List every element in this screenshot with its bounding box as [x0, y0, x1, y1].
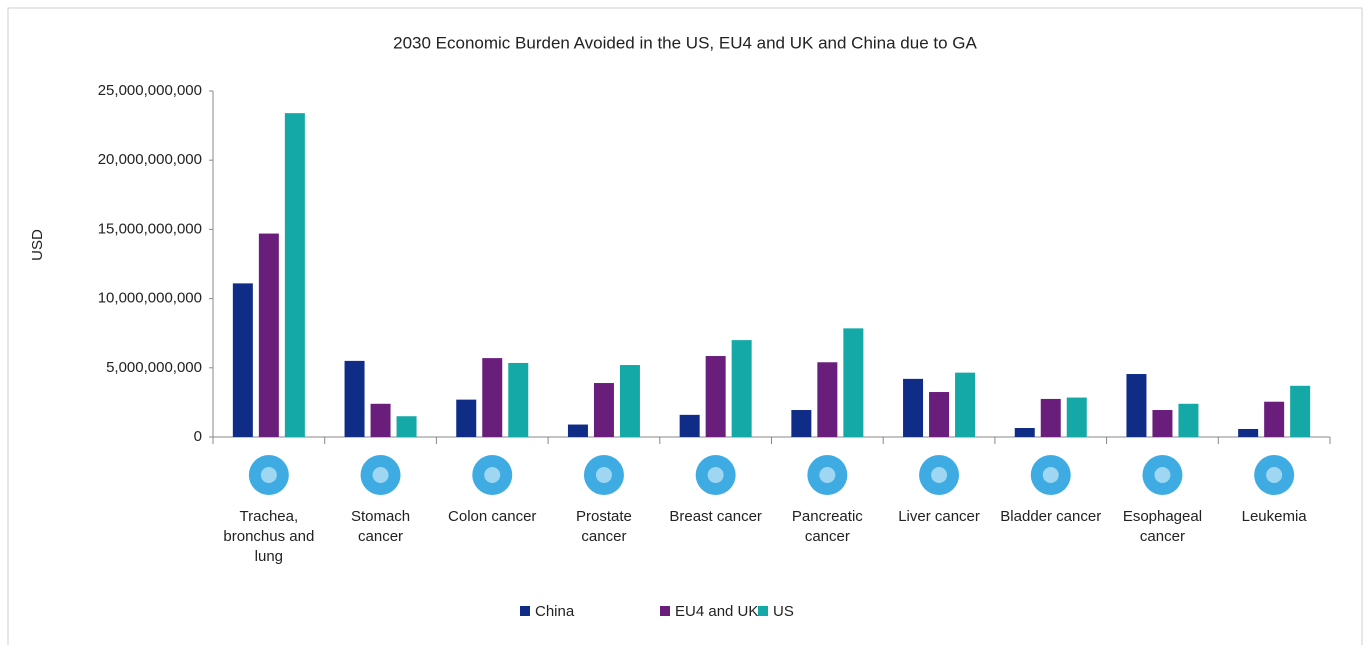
x-tick-label: Colon cancer — [448, 508, 537, 525]
legend-label: US — [773, 603, 794, 620]
bar — [1290, 385, 1311, 437]
category-icon-detail — [260, 467, 277, 483]
category-icon-detail — [931, 467, 948, 483]
x-tick-label: Breast cancer — [669, 508, 762, 525]
bar — [396, 416, 417, 437]
bar — [567, 424, 588, 437]
bar — [1040, 398, 1061, 437]
bar — [705, 356, 726, 437]
bar — [1238, 428, 1259, 437]
category-icon-detail — [1154, 467, 1171, 483]
bar — [370, 403, 391, 437]
bar — [903, 378, 924, 437]
bar — [843, 328, 864, 437]
frame — [7, 7, 1363, 645]
category-icon-detail — [372, 467, 389, 483]
y-tick-label: 0 — [194, 428, 202, 445]
category-icon-detail — [1042, 467, 1059, 483]
y-tick-label: 25,000,000,000 — [98, 82, 202, 99]
y-axis-label: USD — [29, 229, 46, 261]
bar — [258, 233, 279, 437]
bar — [619, 365, 640, 437]
bar — [456, 399, 477, 437]
bar — [232, 283, 253, 437]
legend-swatch — [520, 606, 530, 616]
x-tick-label: Pancreatic cancer — [791, 508, 863, 545]
bar — [817, 362, 838, 437]
bar — [1014, 428, 1035, 437]
bar — [344, 360, 365, 437]
x-tick-label: Leukemia — [1241, 508, 1307, 525]
x-tick-label: Trachea, bronchus and lung — [223, 508, 315, 565]
legend-label: China — [535, 603, 575, 620]
y-tick-label: 5,000,000,000 — [106, 359, 202, 376]
bar — [482, 358, 503, 437]
x-tick-label: Bladder cancer — [1000, 508, 1102, 525]
bar — [679, 414, 700, 437]
category-icon-detail — [1266, 467, 1283, 483]
bar — [1126, 374, 1147, 437]
bar — [1178, 403, 1199, 437]
x-tick-label: Stomach cancer — [350, 508, 411, 545]
legend-label: EU4 and UK — [675, 603, 758, 620]
category-icon-detail — [484, 467, 501, 483]
category-icon-detail — [707, 467, 724, 483]
legend-swatch — [758, 606, 768, 616]
bar — [284, 113, 305, 438]
category-icon-detail — [819, 467, 836, 483]
bar — [955, 372, 976, 437]
chart-title: 2030 Economic Burden Avoided in the US, … — [393, 33, 977, 52]
x-tick-label: Prostate cancer — [576, 508, 632, 545]
x-tick-label: Esophageal cancer — [1122, 508, 1203, 545]
bar — [1066, 397, 1087, 437]
legend-swatch — [660, 606, 670, 616]
bar — [1264, 401, 1285, 437]
y-tick-label: 10,000,000,000 — [98, 290, 202, 307]
bar — [791, 410, 812, 437]
bar — [508, 362, 529, 437]
bar — [929, 392, 950, 437]
x-tick-label: Liver cancer — [898, 508, 980, 525]
y-tick-label: 20,000,000,000 — [98, 151, 202, 168]
bar — [1152, 410, 1173, 437]
bar — [593, 383, 614, 437]
y-tick-label: 15,000,000,000 — [98, 220, 202, 237]
category-icon-detail — [595, 467, 612, 483]
bar — [731, 340, 752, 437]
